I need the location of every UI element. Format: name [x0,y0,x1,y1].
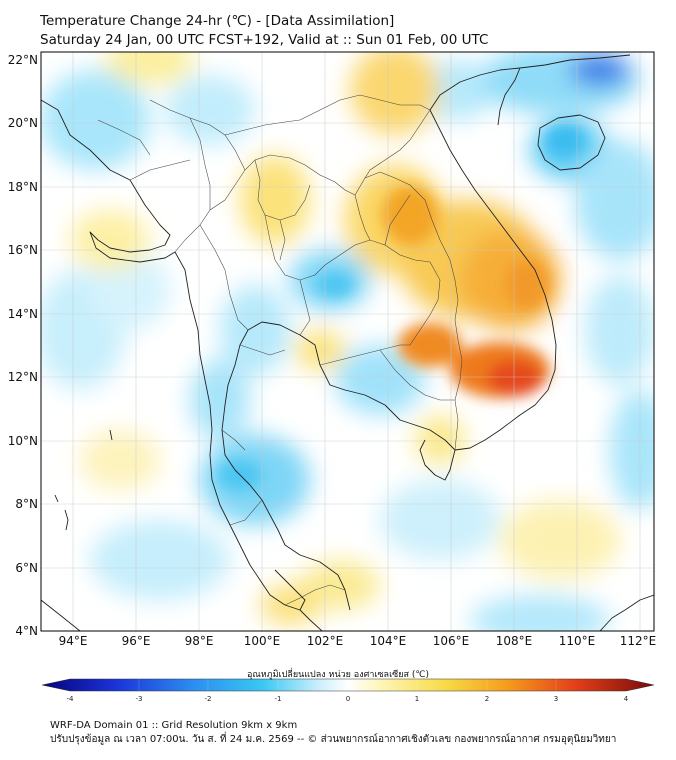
footer-line-1: WRF-DA Domain 01 :: Grid Resolution 9km … [50,720,298,731]
colorbar-tick: 2 [485,695,489,703]
chart-title: Temperature Change 24-hr (℃) - [Data Ass… [40,12,488,50]
lon-label: 100°E [244,634,281,648]
colorbar-tick: -1 [275,695,282,703]
lon-label: 110°E [559,634,596,648]
colorbar-tick: 3 [554,695,558,703]
lat-label: 20°N [8,116,38,130]
gridlines [41,52,654,631]
longitude-labels: 94°E 96°E 98°E 100°E 102°E 104°E 106°E 1… [59,634,657,648]
lon-label: 98°E [185,634,214,648]
colorbar-tick: -3 [136,695,143,703]
lon-label: 108°E [496,634,533,648]
lon-label: 102°E [307,634,344,648]
title-line-1: Temperature Change 24-hr (℃) - [Data Ass… [40,13,395,29]
lat-label: 6°N [15,561,38,575]
colorbar-tick: 4 [624,695,629,703]
lon-label: 106°E [433,634,470,648]
title-line-2: Saturday 24 Jan, 00 UTC FCST+192, Valid … [40,32,489,48]
lat-label: 18°N [8,180,38,194]
lat-label: 12°N [8,370,38,384]
lon-label: 104°E [370,634,407,648]
latitude-labels: 22°N 20°N 18°N 16°N 14°N 12°N 10°N 8°N 6… [8,53,38,638]
country-borders [97,94,463,606]
lon-label: 112°E [620,634,657,648]
lat-label: 16°N [8,243,38,257]
footer-line-2: ปรับปรุงข้อมูล ณ เวลา 07:00น. วัน ส. ที่… [50,734,617,745]
colorbar-gradient [41,678,655,692]
colorbar-label: อุณหภูมิเปลี่ยนแปลง หน่วย องศาเซลเซียส (… [246,670,430,680]
lat-label: 22°N [8,53,38,67]
colorbar-tick: 0 [346,695,350,703]
colorbar-tick: 1 [415,695,419,703]
lat-label: 4°N [15,624,38,638]
lat-label: 10°N [8,434,38,448]
lon-label: 96°E [122,634,151,648]
map-frame [40,51,655,632]
temperature-field [41,52,654,631]
colorbar: -4 -3 -2 -1 0 1 2 3 4 [41,678,655,703]
lat-label: 14°N [8,307,38,321]
lon-label: 94°E [59,634,88,648]
colorbar-tick: -4 [67,695,75,703]
colorbar-tick: -2 [205,695,212,703]
footer: WRF-DA Domain 01 :: Grid Resolution 9km … [50,719,616,747]
lat-label: 8°N [15,497,38,511]
